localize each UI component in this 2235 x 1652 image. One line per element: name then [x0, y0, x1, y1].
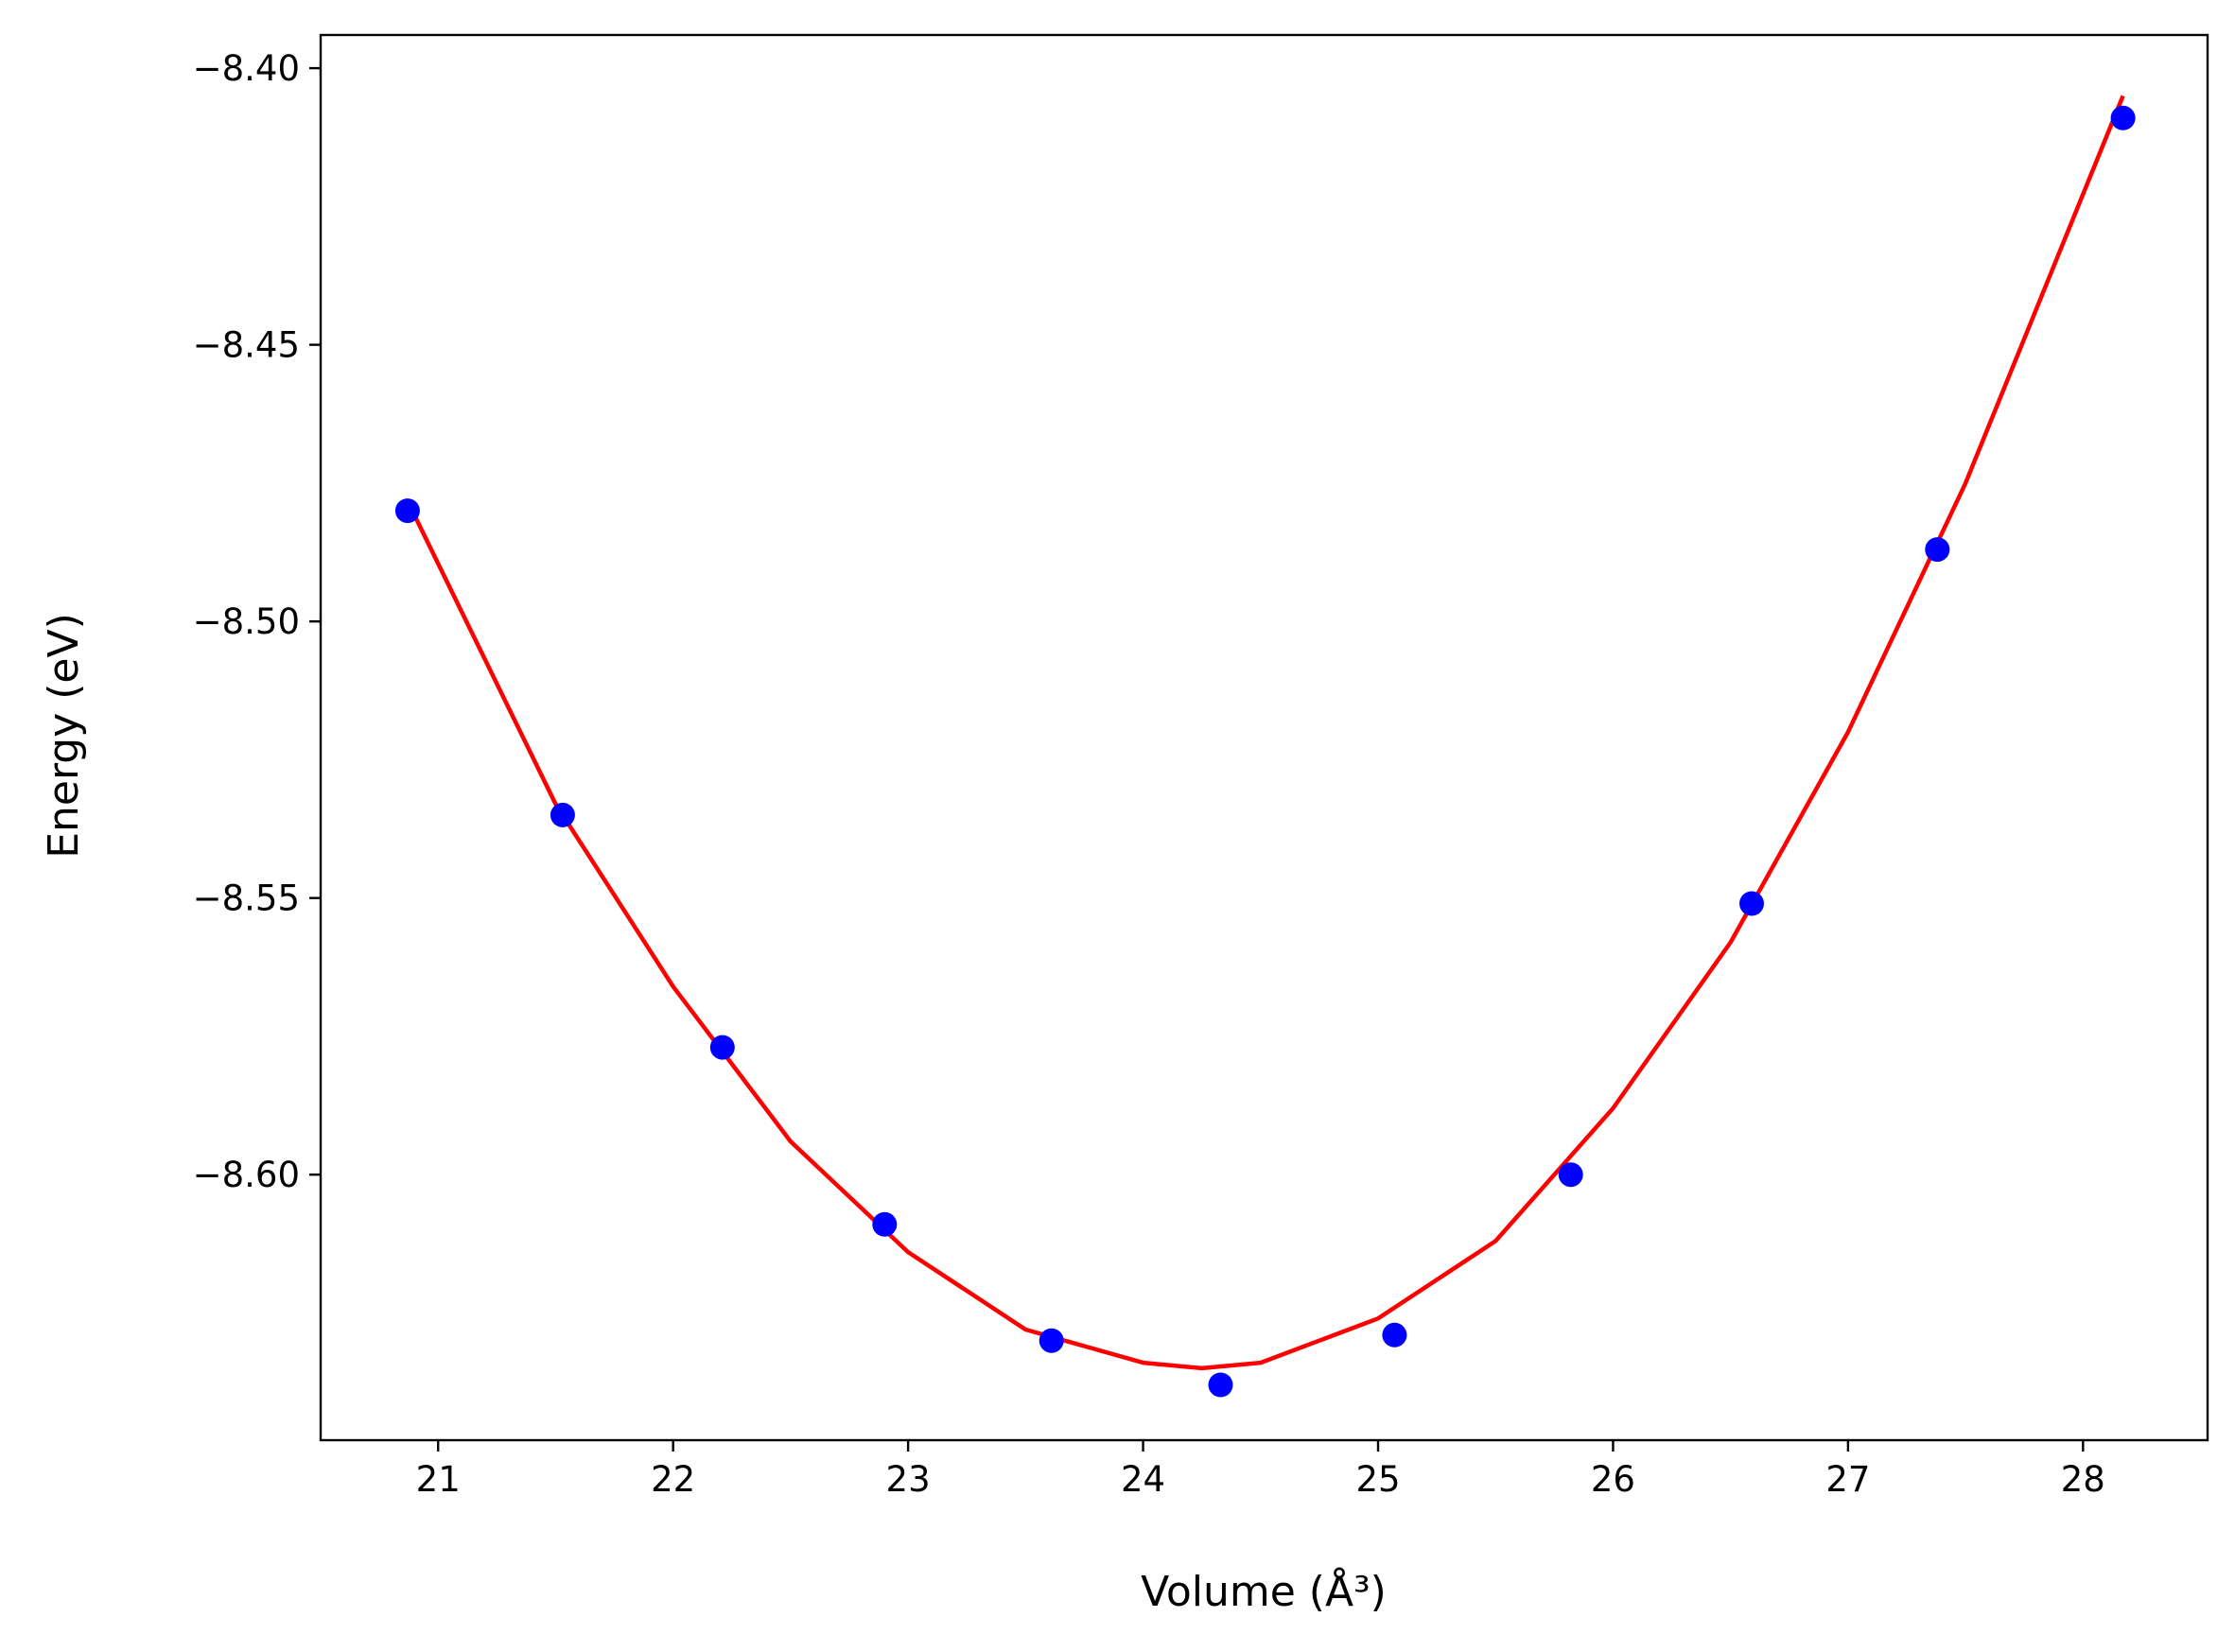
y-axis-label: Energy (eV) [40, 613, 88, 859]
data-point [1925, 537, 1950, 563]
y-tick-label: −8.45 [193, 325, 300, 366]
data-point [1208, 1372, 1233, 1398]
x-tick-label: 23 [886, 1459, 931, 1500]
data-point [1739, 891, 1764, 916]
y-tick-label: −8.60 [193, 1155, 300, 1195]
x-tick-label: 26 [1591, 1459, 1635, 1500]
data-point [1558, 1162, 1583, 1188]
data-point [872, 1211, 898, 1237]
y-tick-label: −8.55 [193, 878, 300, 919]
data-point [709, 1035, 735, 1060]
x-tick-label: 24 [1121, 1459, 1165, 1500]
plot-frame [319, 33, 2209, 1442]
data-point [1039, 1328, 1064, 1353]
axis-layer: 21 22 23 24 25 26 27 28 −8.40 −8.45 −8.50 −8.55 −8.6… [193, 48, 2105, 1500]
data-point [550, 802, 575, 827]
data-point [394, 498, 420, 524]
x-tick-label: 21 [416, 1459, 461, 1500]
y-tick-label: −8.40 [193, 48, 300, 89]
x-axis-label: Volume (Å³) [1141, 1566, 1387, 1616]
x-tick-label: 28 [2061, 1459, 2105, 1500]
fit-curve-line [410, 95, 2125, 1371]
data-point [2110, 105, 2136, 130]
x-tick-label: 22 [651, 1459, 695, 1500]
x-tick-label: 27 [1825, 1459, 1870, 1500]
x-tick-label: 25 [1355, 1459, 1400, 1500]
y-tick-label: −8.50 [193, 601, 300, 642]
data-point [1382, 1322, 1407, 1348]
plot-layer [394, 95, 2136, 1398]
